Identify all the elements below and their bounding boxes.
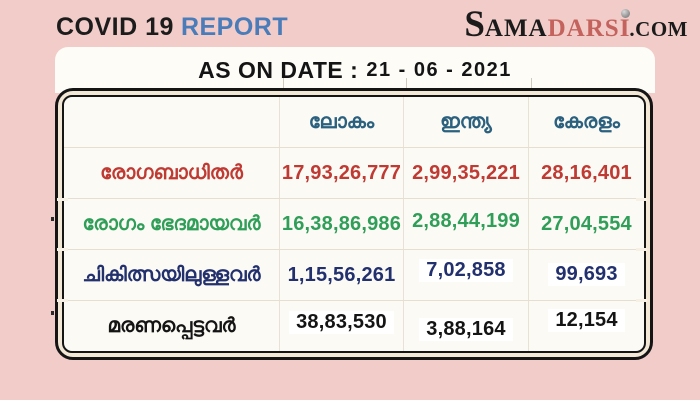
row-label-recovered: രോഗം ഭേദമായവർ xyxy=(64,198,279,249)
border-notch xyxy=(636,248,647,251)
column-header-kerala: കേരളം xyxy=(528,97,644,147)
value-active-kerala: 99,693 xyxy=(528,249,644,300)
logo-initial: S xyxy=(464,4,485,45)
border-notch xyxy=(636,299,647,302)
border-notch xyxy=(57,299,68,302)
value-deceased-india: 3,88,164 xyxy=(403,300,528,351)
as-on-date-label: AS ON DATE : xyxy=(198,56,359,83)
border-notch xyxy=(636,198,647,201)
grid-ghost-line xyxy=(531,78,532,92)
covid-table: ലോകം ഇന്ത്യ കേരളം രോഗബാധിതർ 17,93,26,777… xyxy=(62,95,646,353)
value-active-world: 1,15,56,261 xyxy=(279,249,403,300)
page-title-report: REPORT xyxy=(180,13,289,41)
row-label-infected: രോഗബാധിതർ xyxy=(64,147,279,198)
edge-speck xyxy=(51,311,54,315)
row-label-active: ചികിത്സയിലുള്ളവർ xyxy=(64,249,279,300)
value-recovered-india: 2,88,44,199 xyxy=(403,198,528,249)
as-on-date-banner: AS ON DATE : 21 - 06 - 2021 xyxy=(55,47,655,93)
logo-accent-part: DARS xyxy=(547,15,620,42)
value-deceased-kerala: 12,154 xyxy=(528,300,644,351)
column-header-india: ഇന്ത്യ xyxy=(403,97,528,147)
grid-ghost-line xyxy=(283,78,284,92)
value-active-india: 7,02,858 xyxy=(403,249,528,300)
page-title-black: COVID 19 xyxy=(56,13,174,41)
logo-suffix: .COM xyxy=(629,17,688,41)
samadarsi-logo: S AMA DARS I .COM xyxy=(464,6,688,43)
as-on-date-value: 21 - 06 - 2021 xyxy=(366,58,512,81)
border-notch xyxy=(57,248,68,251)
value-deceased-world: 38,83,530 xyxy=(279,300,403,351)
page-title: COVID 19 REPORT xyxy=(56,13,288,42)
logo-dot-icon xyxy=(620,9,630,18)
logo-accent-i: I xyxy=(620,9,630,43)
value-infected-kerala: 28,16,401 xyxy=(528,147,644,198)
row-label-deceased: മരണപ്പെട്ടവർ xyxy=(64,300,279,351)
value-infected-india: 2,99,35,221 xyxy=(403,147,528,198)
logo-black-part: AMA xyxy=(484,15,548,42)
column-header-world: ലോകം xyxy=(279,97,403,147)
edge-speck xyxy=(51,217,54,221)
table-corner-cell xyxy=(64,97,279,147)
value-infected-world: 17,93,26,777 xyxy=(279,147,403,198)
value-recovered-kerala: 27,04,554 xyxy=(528,198,644,249)
grid-ghost-line xyxy=(406,78,407,92)
covid-table-frame: ലോകം ഇന്ത്യ കേരളം രോഗബാധിതർ 17,93,26,777… xyxy=(55,88,653,360)
border-notch xyxy=(57,198,68,201)
value-recovered-world: 16,38,86,986 xyxy=(279,198,403,249)
